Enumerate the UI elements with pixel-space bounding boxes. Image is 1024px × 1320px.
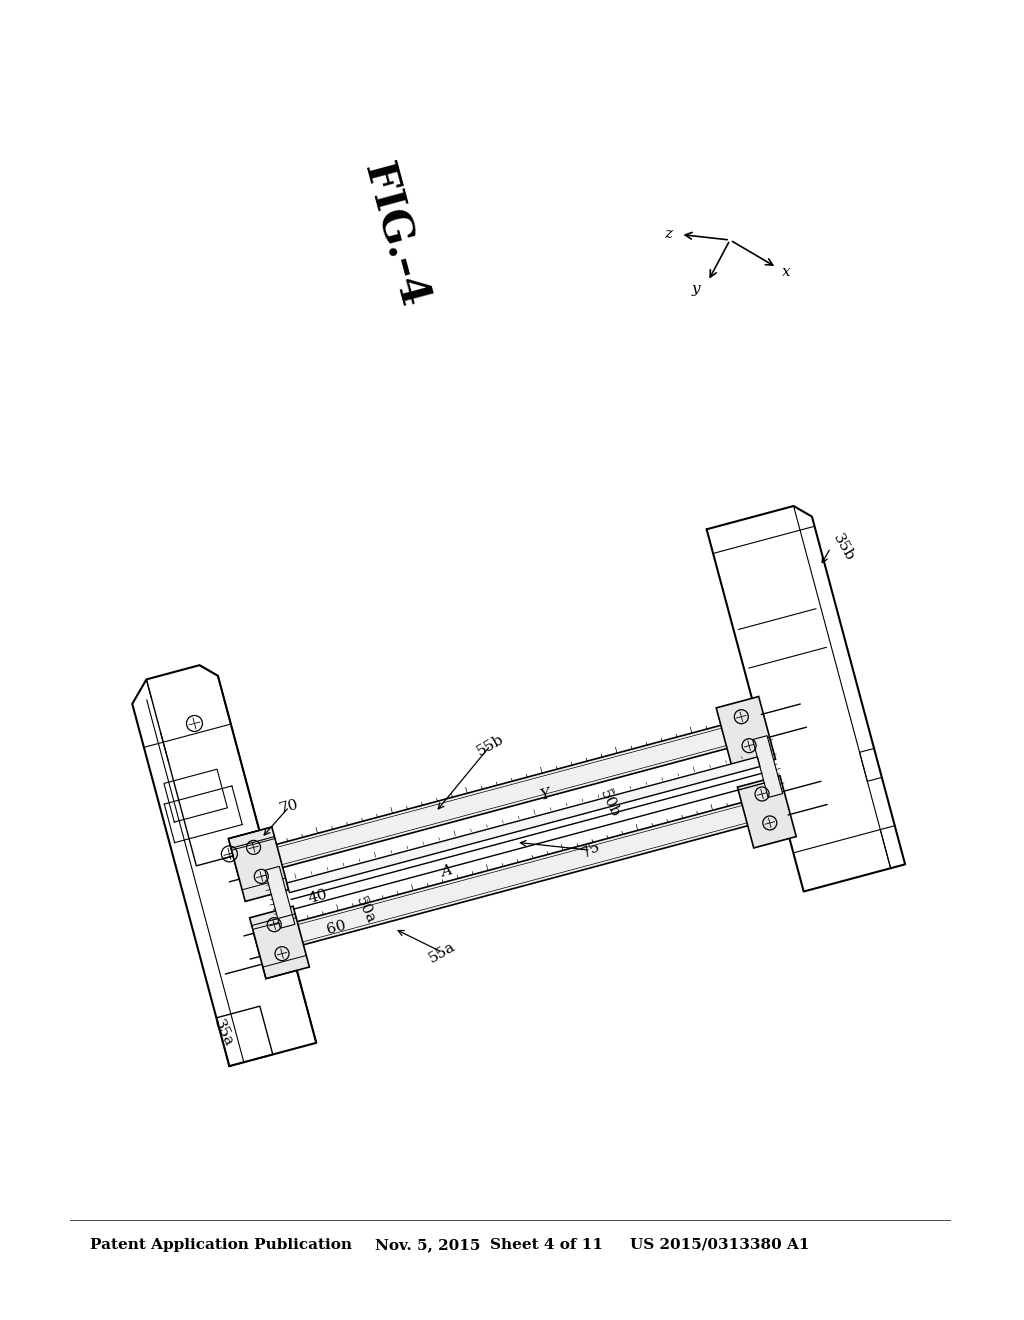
Text: Sheet 4 of 11: Sheet 4 of 11 <box>490 1238 603 1251</box>
Polygon shape <box>250 906 309 978</box>
Polygon shape <box>753 735 782 797</box>
Text: 60: 60 <box>326 919 348 937</box>
Text: Y: Y <box>539 787 552 804</box>
Text: 50a: 50a <box>353 894 378 925</box>
Text: US 2015/0313380 A1: US 2015/0313380 A1 <box>630 1238 810 1251</box>
Text: A: A <box>439 863 454 879</box>
Text: 35a: 35a <box>211 1018 236 1048</box>
Text: y: y <box>691 282 700 296</box>
Polygon shape <box>287 756 760 892</box>
Text: 50b: 50b <box>597 788 622 820</box>
Text: 55a: 55a <box>426 939 458 965</box>
Polygon shape <box>228 826 289 902</box>
Polygon shape <box>737 776 797 847</box>
Text: 35b: 35b <box>830 532 857 564</box>
Text: 70: 70 <box>279 797 300 816</box>
Text: 75: 75 <box>579 840 602 861</box>
Polygon shape <box>265 866 295 928</box>
Polygon shape <box>254 792 788 957</box>
Text: FIG.–4: FIG.–4 <box>355 158 434 312</box>
Text: Patent Application Publication: Patent Application Publication <box>90 1238 352 1251</box>
Text: 55b: 55b <box>474 733 506 759</box>
Polygon shape <box>716 697 775 771</box>
Polygon shape <box>233 714 768 879</box>
Text: z: z <box>665 227 673 242</box>
Text: x: x <box>782 265 792 280</box>
Text: Nov. 5, 2015: Nov. 5, 2015 <box>375 1238 480 1251</box>
Text: 40: 40 <box>306 887 329 906</box>
